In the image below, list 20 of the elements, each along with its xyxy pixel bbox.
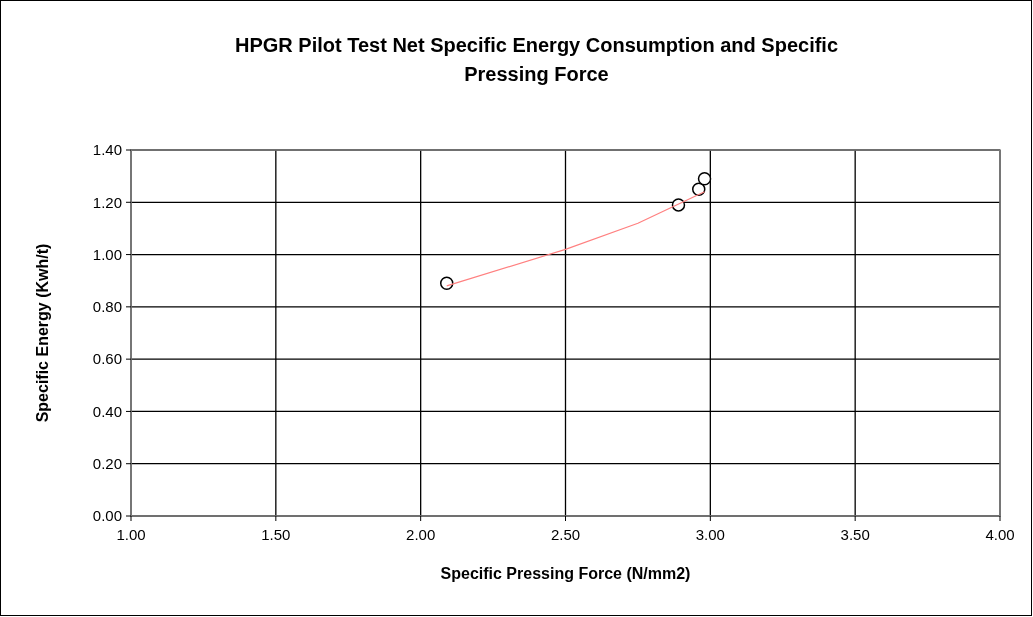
x-tick-label: 3.00	[695, 526, 725, 543]
chart-title: HPGR Pilot Test Net Specific Energy Consumption and Specific Pressing Force	[234, 34, 839, 85]
x-tick-label: 2.50	[550, 526, 581, 543]
point	[697, 172, 712, 186]
y-tick-label: 0.40	[92, 402, 122, 420]
x-tick-label: 4.00	[985, 526, 1015, 543]
x-tick-label: 2.00	[406, 526, 436, 543]
x-axis-title: Specific Pressing Force (N/mm2)	[440, 565, 691, 582]
y-tick-label: 0.60	[92, 350, 122, 368]
x-tick-label: 1.50	[261, 526, 291, 543]
y-tick-label: 0.20	[92, 454, 122, 472]
y-axis-title: Specific Energy (Kwh/t)	[34, 243, 51, 423]
y-tick-label: 1.00	[92, 245, 122, 263]
y-tick-label: 0.80	[92, 298, 122, 316]
x-tick-label: 1.00	[116, 526, 146, 543]
y-tick-label: 1.20	[92, 193, 122, 211]
y-tick-label: 0.00	[92, 507, 122, 525]
x-tick-label: 3.50	[840, 526, 870, 543]
point	[439, 276, 454, 291]
y-tick-label: 1.40	[92, 141, 122, 159]
